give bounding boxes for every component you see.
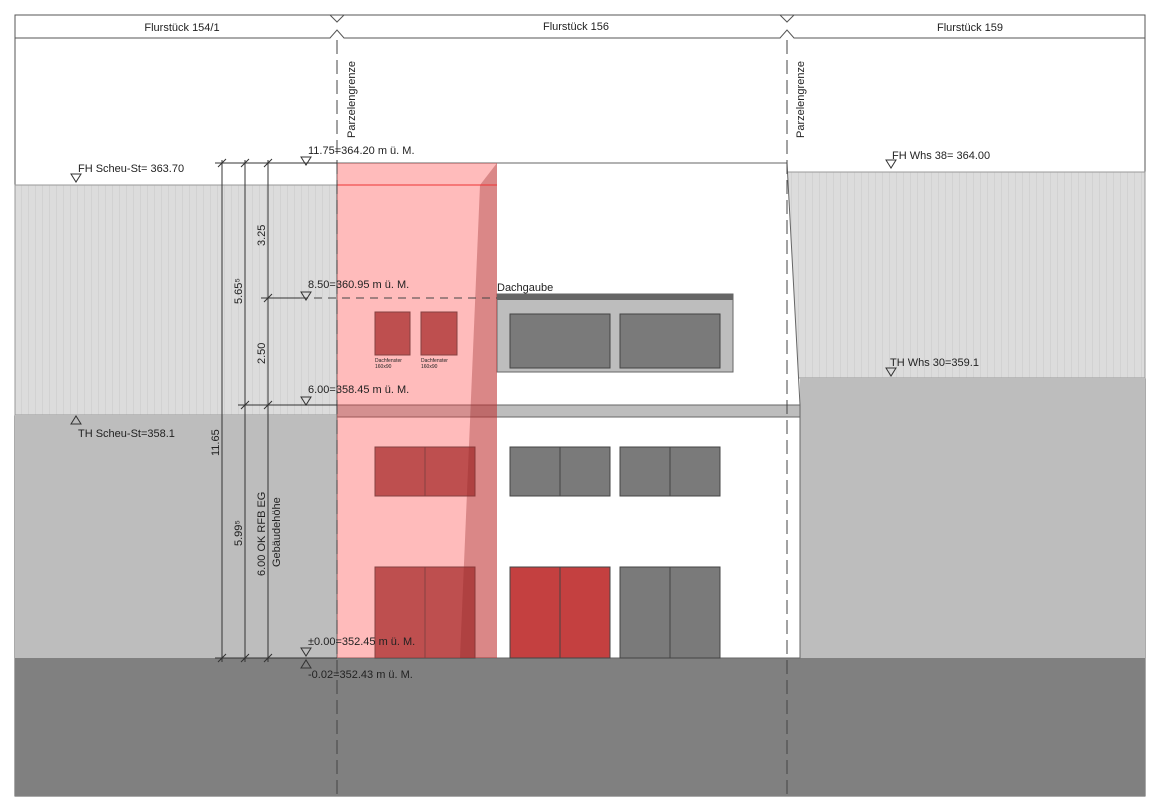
dimension-lines xyxy=(215,158,300,663)
level-label: ±0.00=352.45 m ü. M. xyxy=(308,636,415,648)
level-label: -0.02=352.43 m ü. M. xyxy=(308,669,413,681)
right-neighbor-wall xyxy=(800,378,1145,658)
dimension-label: 5.65⁵ xyxy=(233,278,245,304)
dimension-label: 6.00 OK RFB EG xyxy=(256,492,268,576)
dormer-label: Dachgaube xyxy=(497,282,553,294)
level-label: 6.00=358.45 m ü. M. xyxy=(308,384,409,396)
dimension-label: 5.99⁵ xyxy=(233,520,245,546)
level-label: 8.50=360.95 m ü. M. xyxy=(308,279,409,291)
dimension-label: 3.25 xyxy=(256,225,268,246)
dimension-label: Gebäudehöhe xyxy=(271,497,283,567)
parcel-label: Flurstück 159 xyxy=(937,22,1003,34)
parcel-label: Flurstück 154/1 xyxy=(144,22,219,34)
highlight-zone xyxy=(337,163,497,658)
left-neighbor-roof xyxy=(14,184,338,416)
right-neighbor-roof xyxy=(786,171,1146,379)
windows xyxy=(374,311,721,659)
dimension-label: 11.65 xyxy=(210,429,222,456)
level-label: 11.75=364.20 m ü. M. xyxy=(308,145,415,157)
boundary-label: Parzelengrenze xyxy=(795,61,807,138)
window-label: Dachfenster xyxy=(421,358,448,364)
boundary-label: Parzelengrenze xyxy=(346,61,358,138)
window-size: 160x90 xyxy=(421,364,438,370)
parcel-label: Flurstück 156 xyxy=(543,21,609,33)
dimension-label: 2.50 xyxy=(256,343,268,364)
boundary-lines xyxy=(336,40,788,796)
ground xyxy=(15,658,1145,796)
header-lines xyxy=(15,14,1145,39)
neighbor-label: FH Whs 38= 364.00 xyxy=(892,150,990,162)
neighbor-label: FH Scheu-St= 363.70 xyxy=(78,163,184,175)
neighbor-label: TH Whs 30=359.1 xyxy=(890,357,979,369)
dormer-roof xyxy=(497,294,733,300)
highlight-slope xyxy=(460,163,497,658)
neighbor-label: TH Scheu-St=358.1 xyxy=(78,428,175,440)
window-label: Dachfenster xyxy=(375,358,402,364)
level-markers xyxy=(70,156,897,669)
window-size: 160x90 xyxy=(375,364,392,370)
left-neighbor-wall xyxy=(15,415,337,658)
